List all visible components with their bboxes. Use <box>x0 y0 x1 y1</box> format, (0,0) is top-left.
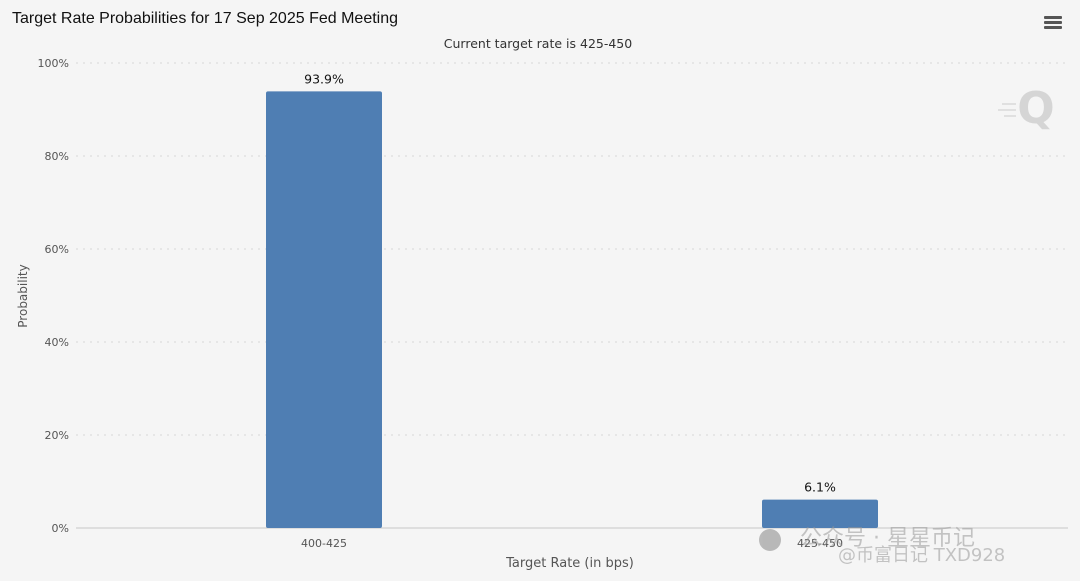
x-axis-title: Target Rate (in bps) <box>505 556 634 571</box>
y-axis-ticks: 0% 20% 40% 60% 80% 100% <box>38 57 69 535</box>
wechat-icon <box>759 529 781 551</box>
gridlines <box>76 62 1068 436</box>
x-axis-ticks: 400-425 425-450 <box>301 537 843 550</box>
watermark-overlay-handle: @币富日记 TXD928 <box>838 545 1005 566</box>
chart-subtitle: Current target rate is 425-450 <box>444 36 632 51</box>
x-tick-label: 425-450 <box>797 537 843 550</box>
watermark-overlay-text: 公众号 · 星星币记 <box>800 526 975 551</box>
y-tick-label: 80% <box>45 150 69 163</box>
wechat-watermark: 公众号 · 星星币记 @币富日记 TXD928 <box>759 526 1005 566</box>
y-axis-title: Probability <box>16 264 30 327</box>
bar-value-label: 6.1% <box>804 480 836 495</box>
y-tick-label: 0% <box>52 522 69 535</box>
y-tick-label: 20% <box>45 429 69 442</box>
q-logo-letter: Q <box>1017 83 1054 134</box>
y-tick-label: 60% <box>45 243 69 256</box>
x-tick-label: 400-425 <box>301 537 347 550</box>
bar-425-450[interactable] <box>762 499 878 528</box>
y-tick-label: 40% <box>45 336 69 349</box>
bar-value-label: 93.9% <box>304 71 344 86</box>
hamburger-menu-icon[interactable] <box>1044 16 1062 30</box>
bars: 93.9% 6.1% <box>266 71 878 529</box>
bar-400-425[interactable] <box>266 91 382 529</box>
q-logo-watermark: Q <box>998 83 1055 134</box>
y-tick-label: 100% <box>38 57 69 70</box>
chart-title: Target Rate Probabilities for 17 Sep 202… <box>12 10 399 27</box>
